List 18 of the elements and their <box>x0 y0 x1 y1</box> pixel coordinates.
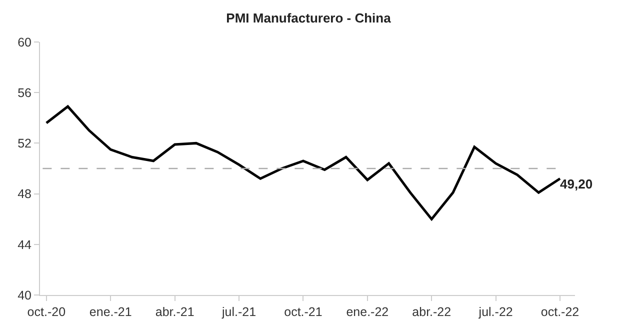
x-tick-label: abr.-21 <box>155 305 194 319</box>
y-tick-label: 60 <box>18 35 32 50</box>
x-tick-label: abr.-22 <box>412 305 452 319</box>
x-tick-label: ene.-22 <box>346 305 389 319</box>
x-tick-label: oct.-22 <box>540 305 580 319</box>
y-tick-label: 56 <box>18 86 32 100</box>
y-tick-label: 52 <box>18 136 32 151</box>
x-tick-label: oct.-20 <box>27 305 66 319</box>
data-label: 49,20 <box>560 176 593 192</box>
x-tick-label: oct.-21 <box>284 305 322 319</box>
x-tick-label: jul.-21 <box>220 305 256 319</box>
y-tick-label: 44 <box>18 238 32 252</box>
chart-title: PMI Manufacturero - China <box>226 10 392 26</box>
x-tick-label: jul.-22 <box>478 305 513 319</box>
line-series <box>45 105 562 220</box>
y-tick-label: 40 <box>18 288 32 302</box>
y-tick-label: 48 <box>18 187 32 202</box>
x-tick-label: ene.-21 <box>89 305 132 319</box>
